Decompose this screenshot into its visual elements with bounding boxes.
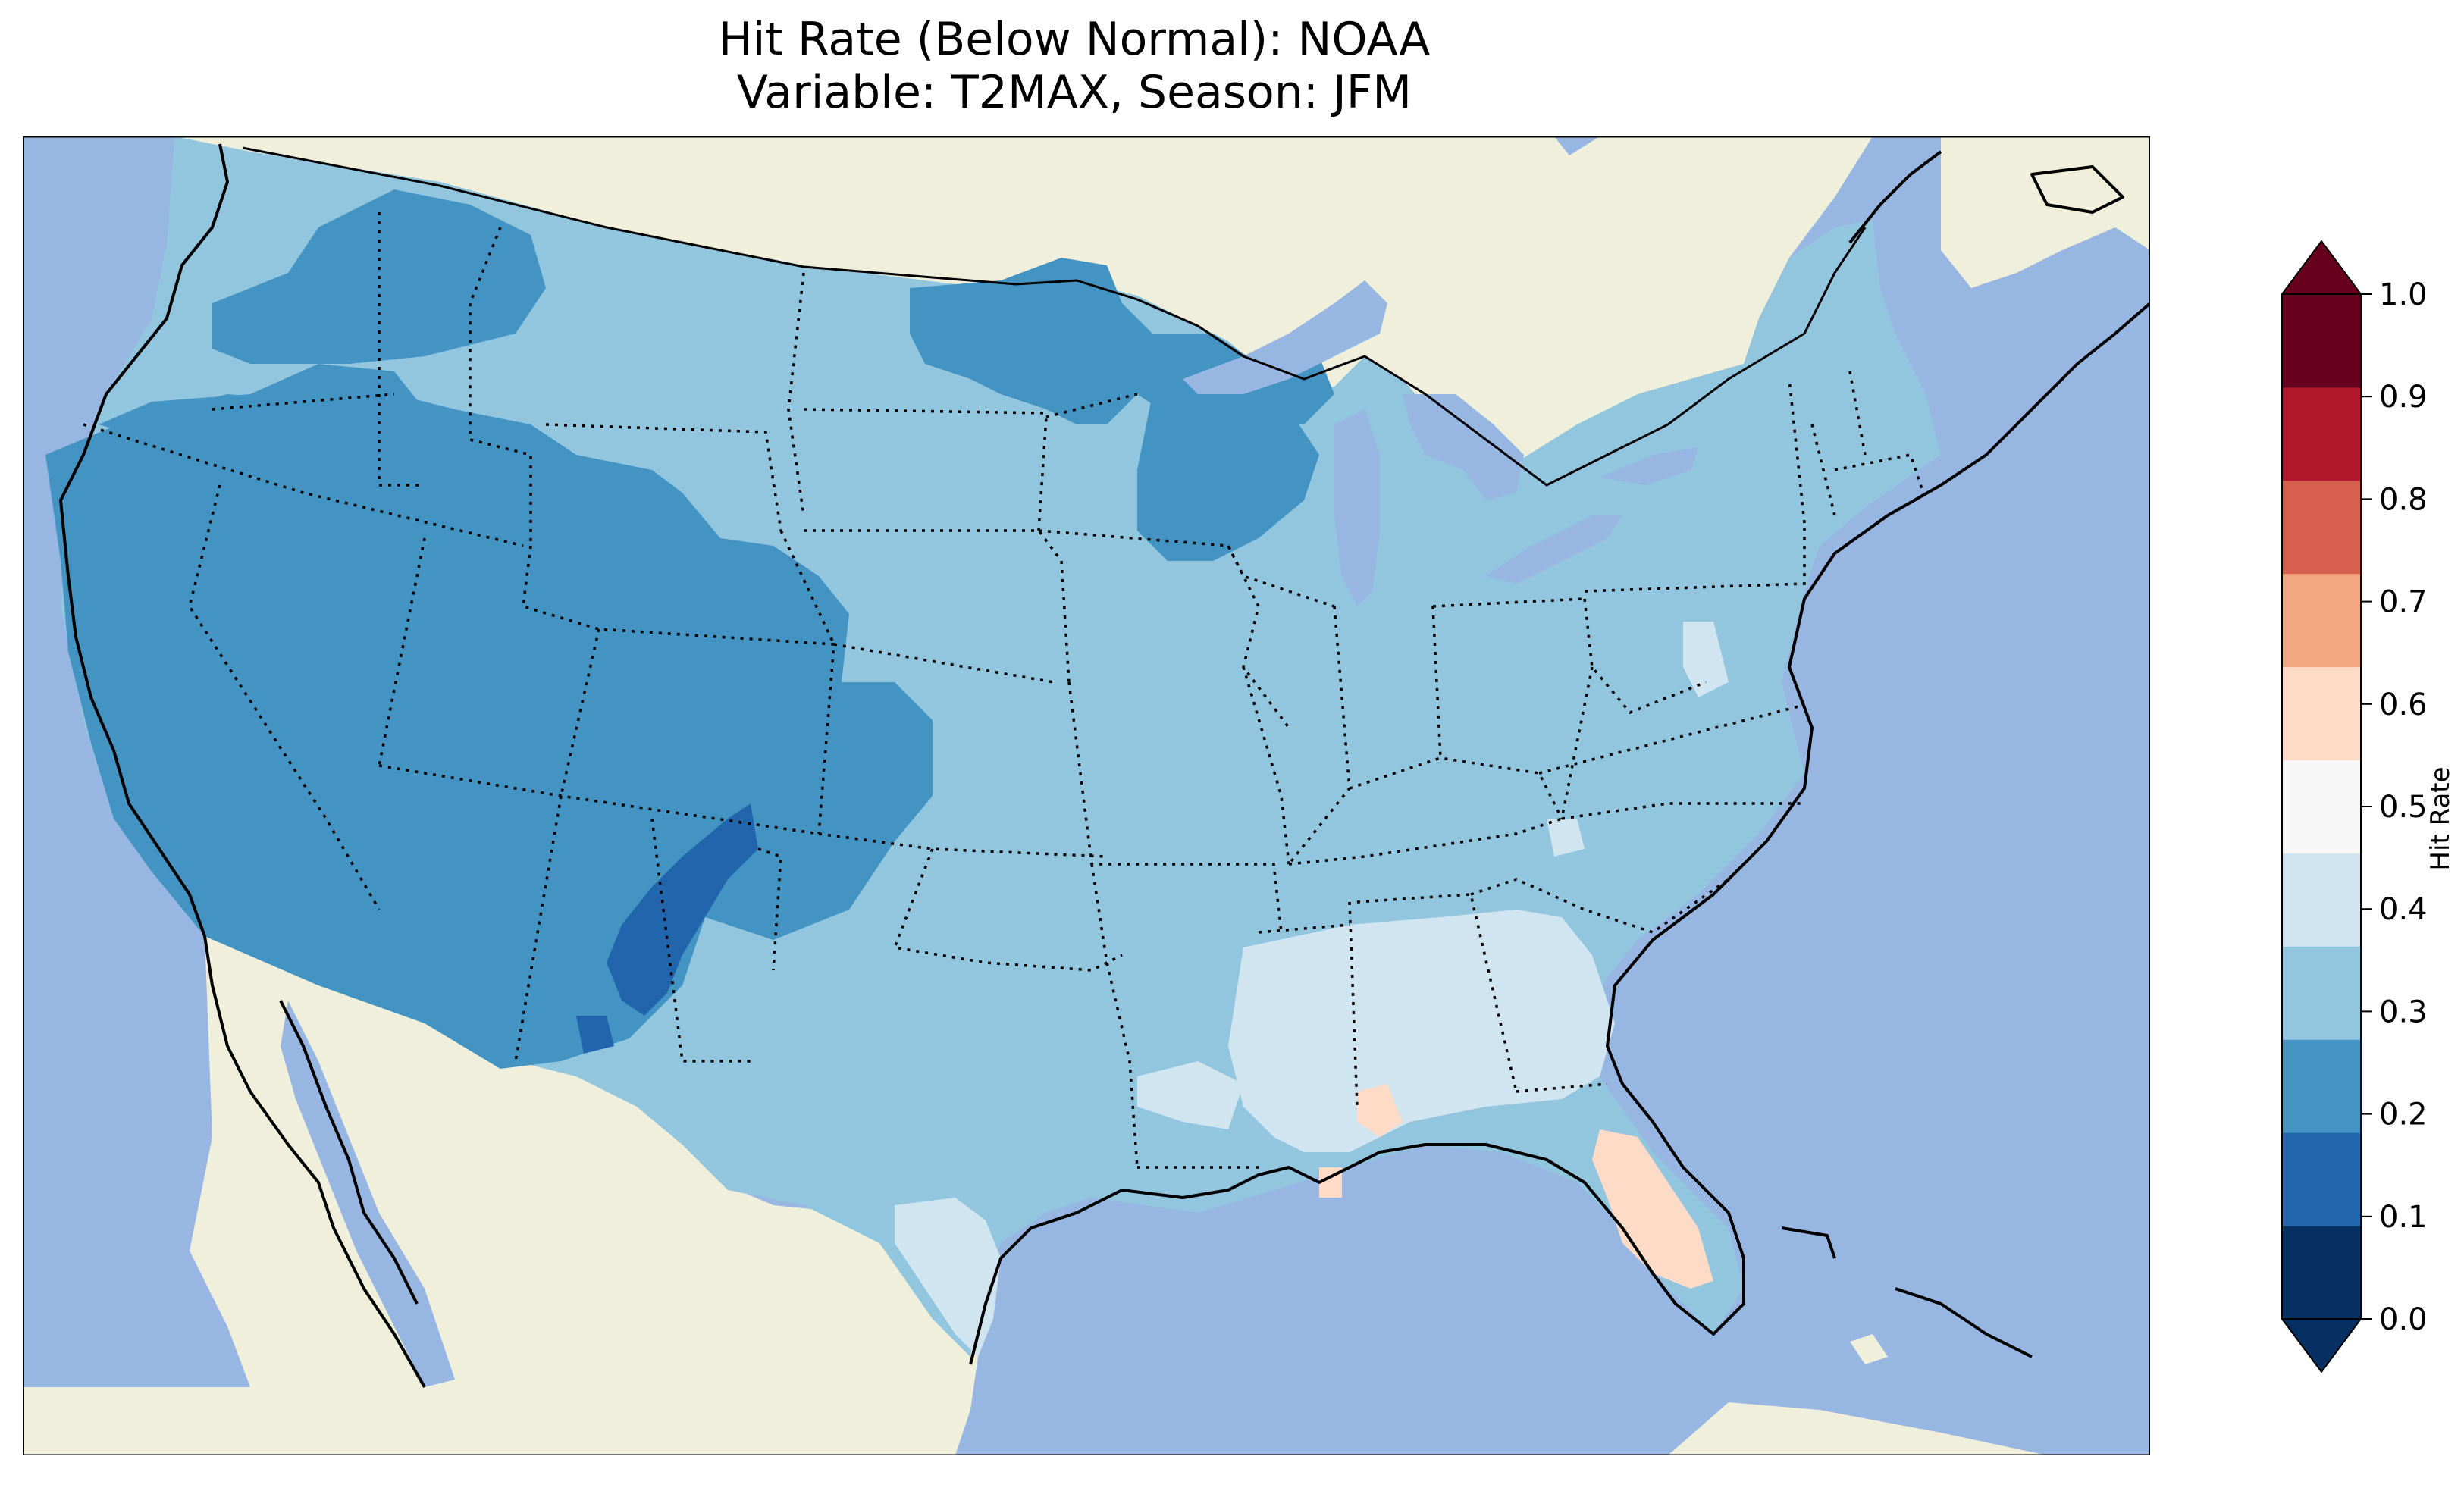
colorbar-segment [2282, 387, 2361, 481]
colorbar-tick-label: 0.4 [2379, 892, 2428, 927]
mexico-land [23, 936, 978, 1455]
colorbar-segment [2282, 573, 2361, 668]
colorbar-segment [2282, 1039, 2361, 1133]
coastlines [59, 143, 2150, 1388]
colorbar-tick-label: 0.6 [2379, 687, 2428, 722]
colorbar-segment [2282, 853, 2361, 947]
colorbar-segment [2282, 294, 2361, 388]
colorbar-tick-label: 0.3 [2379, 994, 2428, 1029]
cuba-land [1668, 1402, 2047, 1455]
colorbar-tick-label: 0.7 [2379, 585, 2428, 620]
state-borders [83, 212, 1927, 1169]
florida-panhandle-field [1357, 1084, 1403, 1137]
colorbar-extend-max [2281, 240, 2362, 295]
colorbar-segment [2282, 1132, 2361, 1226]
colorbar: 0.0 0.1 0.2 0.3 0.4 0.5 0.6 0.7 0.8 0.9 1.0 [2281, 240, 2428, 1373]
canada-us-border [242, 146, 1867, 487]
colorbar-segment [2282, 1226, 2361, 1320]
texas-south-field [895, 1198, 1001, 1357]
colorbar-tick-label: 0.9 [2379, 380, 2428, 415]
colorbar-tick-label: 1.0 [2379, 277, 2428, 312]
colorbar-tick-label: 0.2 [2379, 1098, 2428, 1132]
colorbar-tick-label: 0.1 [2379, 1200, 2428, 1235]
new-mexico-core-field [607, 803, 758, 1016]
colorbar-tick-label: 0.0 [2379, 1302, 2428, 1337]
virginia-field [1683, 622, 1729, 697]
lake-michigan [1334, 409, 1380, 606]
chart-title-line-2: Variable: T2MAX, Season: JFM [736, 66, 1412, 119]
wisconsin-field [1137, 379, 1319, 561]
map-panel [23, 136, 2150, 1455]
colorbar-extend-min [2281, 1318, 2362, 1373]
colorbar-segment [2282, 480, 2361, 575]
colorbar-tick-label: 0.5 [2379, 790, 2428, 825]
florida-field [1592, 1129, 1713, 1289]
maritimes-land [1941, 136, 2150, 288]
colorbar-segment [2282, 760, 2361, 853]
lake-ontario [1600, 447, 1698, 485]
colorbar-tick-label: 0.8 [2379, 482, 2428, 517]
island [1850, 1334, 1888, 1364]
lake-erie [1486, 515, 1622, 584]
chart-title-line-1: Hit Rate (Below Normal): NOAA [718, 13, 1431, 66]
colorbar-segment [2282, 946, 2361, 1040]
new-mexico-south-field [576, 1016, 614, 1054]
lake-huron [1403, 394, 1524, 500]
colorbar-label: Hit Rate [2425, 766, 2456, 870]
tennessee-field [1547, 819, 1585, 857]
colorbar-segment [2282, 666, 2361, 761]
louisiana-field [1137, 1061, 1243, 1129]
lake-superior [1183, 280, 1387, 394]
oregon-field [99, 364, 425, 440]
